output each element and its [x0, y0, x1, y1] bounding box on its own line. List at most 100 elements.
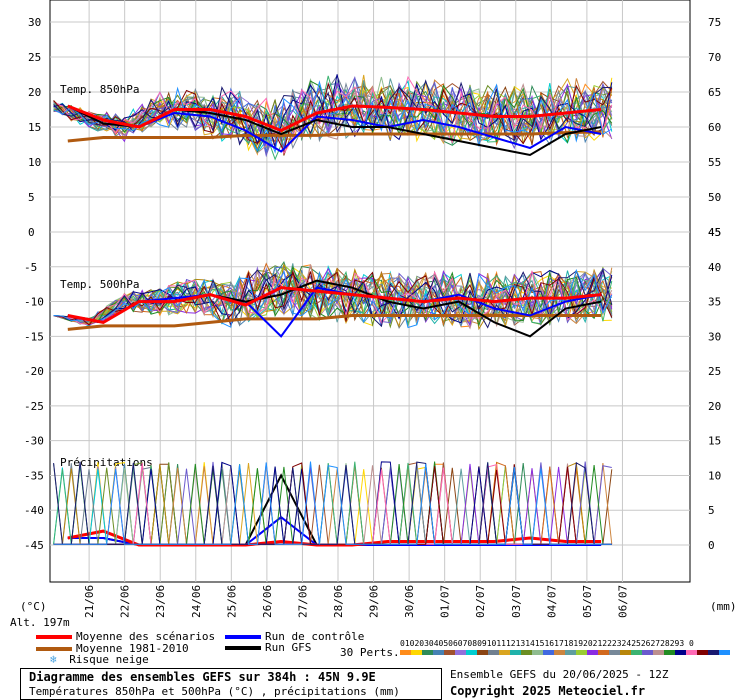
y-left-tick: 25 [28, 51, 41, 64]
date-tick: 21/06 [83, 585, 96, 618]
ensemble-member-850-line [53, 82, 613, 153]
pert-swatch [444, 650, 455, 655]
legend-mean-swatch [36, 634, 72, 639]
pert-numbers: 0102030405060708091011121314151617181920… [400, 639, 694, 648]
y-right-tick: 55 [708, 156, 721, 169]
copyright: Copyright 2025 Meteociel.fr [450, 684, 646, 698]
y-right-tick: 15 [708, 435, 721, 448]
legend-gfs-swatch [225, 645, 261, 650]
pert-swatch [422, 650, 433, 655]
footer-title: Diagramme des ensembles GEFS sur 384h : … [29, 670, 376, 684]
pert-swatch [664, 650, 675, 655]
date-tick: 05/07 [581, 585, 594, 618]
legend-mean: Moyenne des scénarios [36, 630, 215, 643]
ensemble-member-500-line [53, 265, 613, 327]
date-tick: 26/06 [261, 585, 274, 618]
y-right-tick: 65 [708, 86, 721, 99]
legend-mean-label: Moyenne des scénarios [76, 630, 216, 643]
y-left-tick: 10 [28, 156, 41, 169]
legend-snow: ❄ Risque neige [50, 653, 149, 666]
pert-swatch [565, 650, 576, 655]
y-left-tick: 15 [28, 121, 41, 134]
ensemble-member-850-line [53, 83, 613, 154]
pert-swatch [554, 650, 565, 655]
series-500-0-line [67, 286, 602, 324]
ensemble-member-850-line [53, 75, 613, 158]
legend-control-label: Run de contrôle [265, 630, 365, 643]
pert-swatch [466, 650, 477, 655]
ensemble-member-850-line [53, 80, 613, 154]
precip-member-line [53, 461, 612, 545]
pert-swatch [686, 650, 697, 655]
footer-subtitle: Températures 850hPa et 500hPa (°C) , pré… [29, 685, 400, 698]
legend-clim-label: Moyenne 1981-2010 [76, 642, 189, 655]
date-tick: 29/06 [368, 585, 381, 618]
pert-swatch [477, 650, 488, 655]
ensemble-member-850-line [53, 79, 612, 146]
date-tick: 24/06 [190, 585, 203, 618]
date-tick: 27/06 [296, 585, 309, 618]
y-right-tick: 20 [708, 400, 721, 413]
pert-swatch [708, 650, 719, 655]
y-left-tick: -10 [24, 296, 44, 309]
series-850-0-line [67, 104, 602, 133]
legend-gfs-label: Run GFS [265, 641, 312, 654]
pert-swatch [609, 650, 620, 655]
series-500-1-line [67, 314, 602, 331]
axis-unit-right: (mm) [710, 600, 737, 613]
y-left-tick: 30 [28, 16, 41, 29]
y-left-tick: -35 [24, 469, 44, 482]
footer-box: Diagramme des ensembles GEFS sur 384h : … [20, 668, 442, 700]
y-right-tick: 45 [708, 226, 721, 239]
y-right-tick: 60 [708, 121, 721, 134]
pert-swatch [521, 650, 532, 655]
y-right-tick: 25 [708, 365, 721, 378]
pert-swatch [642, 650, 653, 655]
y-right-tick: 0 [708, 539, 715, 552]
y-left-tick: 5 [28, 191, 35, 204]
pert-swatches [400, 650, 730, 655]
y-left-tick: -40 [24, 504, 44, 517]
date-tick: 30/06 [403, 585, 416, 618]
y-right-tick: 5 [708, 504, 715, 517]
series-850-1-line [67, 130, 602, 143]
date-tick: 25/06 [225, 585, 238, 618]
date-tick: 22/06 [119, 585, 132, 618]
pert-swatch [675, 650, 686, 655]
annotation-850: Temp. 850hPa [60, 83, 139, 96]
altitude-label: Alt. 197m [10, 616, 70, 629]
pert-swatch [653, 650, 664, 655]
date-tick: 28/06 [332, 585, 345, 618]
precip-series-line [67, 529, 602, 547]
date-tick: 23/06 [154, 585, 167, 618]
y-left-tick: -30 [24, 435, 44, 448]
pert-swatch [532, 650, 543, 655]
axis-unit-left: (°C) [20, 600, 47, 613]
date-tick: 06/07 [616, 585, 629, 618]
pert-swatch [400, 650, 411, 655]
y-right-tick: 50 [708, 191, 721, 204]
legend: Moyenne des scénarios Moyenne 1981-2010 … [0, 628, 740, 668]
pert-swatch [587, 650, 598, 655]
perts-label: 30 Perts. [340, 646, 400, 659]
legend-clim-swatch [36, 646, 72, 651]
pert-swatch [433, 650, 444, 655]
y-right-tick: 45 [708, 226, 721, 239]
y-left-tick: 20 [28, 86, 41, 99]
y-left-tick: 0 [28, 226, 35, 239]
pert-swatch [620, 650, 631, 655]
series-850-2-line [67, 105, 602, 153]
date-tick: 01/07 [439, 585, 452, 618]
pert-swatch [499, 650, 510, 655]
date-tick: 04/07 [545, 585, 558, 618]
annotation-precip: Précipitations [60, 456, 153, 469]
y-left-tick: -15 [24, 330, 44, 343]
pert-swatch [510, 650, 521, 655]
legend-control-swatch [225, 634, 261, 639]
y-right-tick: 10 [708, 469, 721, 482]
y-left-tick: -45 [24, 539, 44, 552]
pert-swatch [697, 650, 708, 655]
run-label: Ensemble GEFS du 20/06/2025 - 12Z [450, 668, 669, 681]
legend-snow-label: Risque neige [69, 653, 149, 666]
y-right-tick: 75 [708, 16, 721, 29]
